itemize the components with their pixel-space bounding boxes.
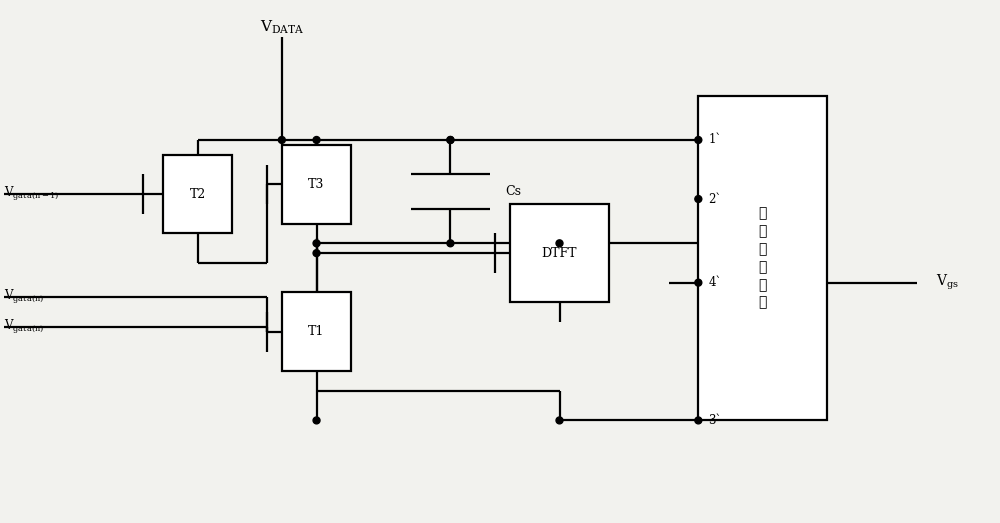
Text: V$_{\mathregular{gs}}$: V$_{\mathregular{gs}}$: [936, 273, 959, 292]
Circle shape: [695, 196, 702, 202]
Circle shape: [278, 137, 285, 143]
Text: 3`: 3`: [708, 414, 722, 427]
Bar: [282, 145, 351, 224]
Circle shape: [447, 137, 454, 143]
Circle shape: [447, 240, 454, 247]
Circle shape: [313, 137, 320, 143]
Text: T3: T3: [308, 178, 325, 191]
Text: V$_{\mathregular{gata(n)}}$: V$_{\mathregular{gata(n)}}$: [4, 288, 44, 306]
Circle shape: [313, 240, 320, 247]
Text: V$_{\mathregular{DATA}}$: V$_{\mathregular{DATA}}$: [260, 18, 304, 36]
Text: Cs: Cs: [505, 185, 521, 198]
Bar: [698, 96, 827, 420]
Text: 4`: 4`: [708, 276, 722, 289]
Bar: [510, 204, 609, 302]
Circle shape: [695, 417, 702, 424]
Circle shape: [313, 417, 320, 424]
Bar: [163, 155, 232, 233]
Text: 2`: 2`: [708, 192, 722, 206]
Text: T2: T2: [189, 188, 206, 201]
Circle shape: [313, 249, 320, 257]
Text: V$_{\mathregular{gata(n-1)}}$: V$_{\mathregular{gata(n-1)}}$: [4, 185, 60, 203]
Circle shape: [556, 417, 563, 424]
Text: DTFT: DTFT: [542, 247, 577, 259]
Bar: [282, 292, 351, 371]
Text: V$_{\mathregular{gata(n)}}$: V$_{\mathregular{gata(n)}}$: [4, 318, 44, 336]
Circle shape: [556, 240, 563, 247]
Circle shape: [447, 137, 454, 143]
Text: 发
光
控
制
模
块: 发 光 控 制 模 块: [759, 207, 767, 310]
Text: T1: T1: [308, 325, 325, 338]
Text: 1`: 1`: [708, 133, 722, 146]
Circle shape: [695, 137, 702, 143]
Circle shape: [695, 279, 702, 286]
